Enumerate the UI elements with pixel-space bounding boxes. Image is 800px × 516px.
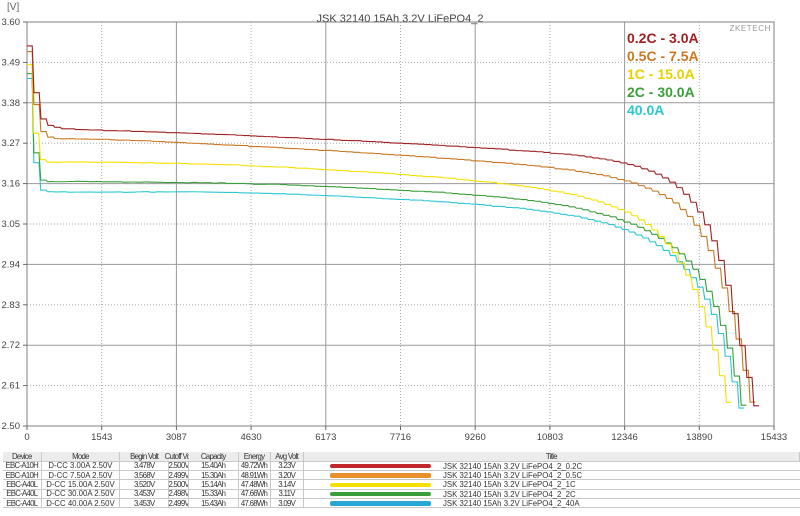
svg-text:3.60: 3.60 <box>2 17 21 28</box>
svg-text:4630: 4630 <box>241 432 262 443</box>
svg-text:12346: 12346 <box>611 432 637 443</box>
svg-text:3.27: 3.27 <box>2 138 21 149</box>
svg-text:2.94: 2.94 <box>2 259 21 270</box>
svg-text:15433: 15433 <box>761 432 787 443</box>
svg-text:40.0A: 40.0A <box>627 102 664 118</box>
svg-text:7716: 7716 <box>390 432 411 443</box>
svg-text:0.5C - 7.5A: 0.5C - 7.5A <box>627 48 699 64</box>
svg-text:2.50: 2.50 <box>2 421 21 432</box>
svg-text:1C - 15.0A: 1C - 15.0A <box>627 66 695 82</box>
svg-text:3.16: 3.16 <box>2 179 21 190</box>
svg-text:6173: 6173 <box>315 432 336 443</box>
svg-text:0: 0 <box>24 432 29 443</box>
svg-text:2.83: 2.83 <box>2 300 21 311</box>
svg-text:1543: 1543 <box>91 432 112 443</box>
svg-text:2C - 30.0A: 2C - 30.0A <box>627 84 695 100</box>
svg-text:3.49: 3.49 <box>2 57 21 68</box>
svg-text:10803: 10803 <box>537 432 563 443</box>
svg-text:2.61: 2.61 <box>2 381 21 392</box>
svg-text:2.72: 2.72 <box>2 340 21 351</box>
svg-text:3087: 3087 <box>166 432 187 443</box>
svg-text:9260: 9260 <box>465 432 486 443</box>
svg-text:ZKETECH: ZKETECH <box>729 24 771 33</box>
svg-text:3.38: 3.38 <box>2 98 21 109</box>
svg-text:3.05: 3.05 <box>2 219 21 230</box>
svg-text:0.2C - 3.0A: 0.2C - 3.0A <box>627 30 699 46</box>
svg-text:13890: 13890 <box>686 432 712 443</box>
